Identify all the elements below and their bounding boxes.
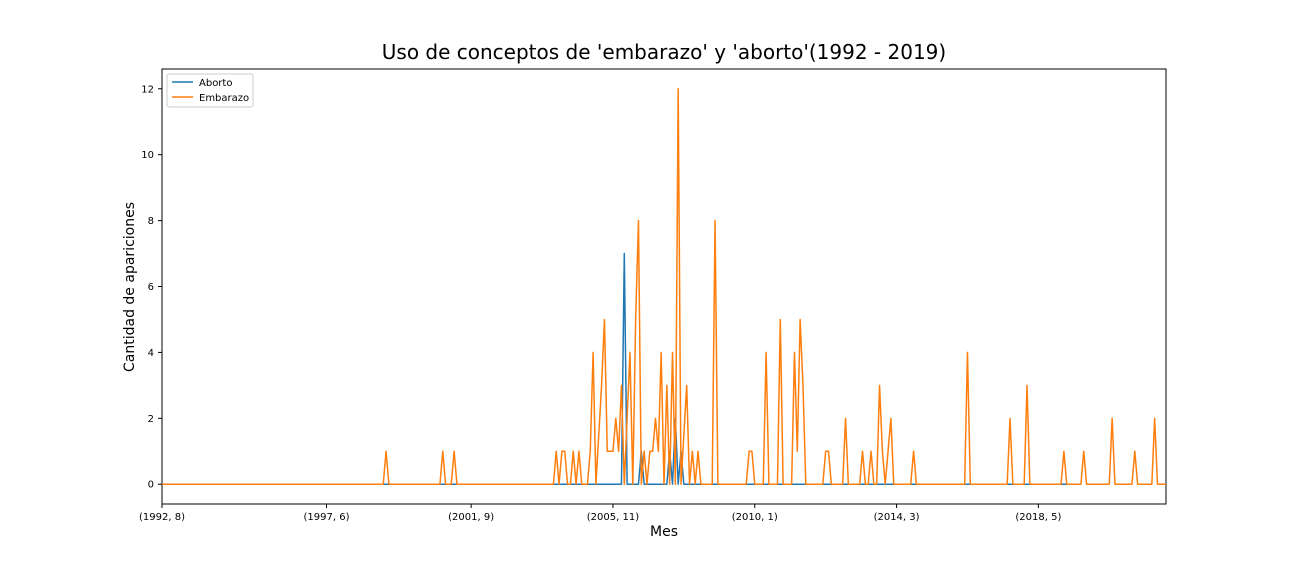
series-line-aborto xyxy=(162,252,1081,485)
y-tick-label: 6 xyxy=(148,282,154,293)
y-axis-label: Cantidad de apariciones xyxy=(122,202,138,372)
series-group xyxy=(162,88,1166,485)
y-tick-label: 8 xyxy=(148,216,154,227)
y-tick-label: 4 xyxy=(148,348,154,359)
x-tick-label: (2018, 5) xyxy=(1015,512,1061,523)
x-tick-label: (2005, 11) xyxy=(587,512,639,523)
x-tick-label: (2010, 1) xyxy=(732,512,778,523)
x-tick-label: (1997, 6) xyxy=(304,512,350,523)
x-axis-label: Mes xyxy=(650,524,678,540)
x-tick-label: (1992, 8) xyxy=(139,512,185,523)
chart-title: Uso de conceptos de 'embarazo' y 'aborto… xyxy=(382,40,946,64)
y-tick-label: 0 xyxy=(148,480,154,491)
legend-label-embarazo: Embarazo xyxy=(199,93,249,104)
x-axis: (1992, 8) (1997, 6) (2001, 9) (2005, 11) (20… xyxy=(139,504,1061,523)
x-tick-label: (2014, 3) xyxy=(874,512,920,523)
series-line-embarazo xyxy=(162,88,1166,485)
y-tick-label: 10 xyxy=(141,150,154,161)
y-axis: 0 2 4 6 8 10 12 xyxy=(141,84,162,491)
plot-frame xyxy=(161,68,1167,505)
plot-area xyxy=(161,68,1167,505)
legend: Aborto Embarazo xyxy=(166,73,254,108)
y-tick-label: 2 xyxy=(148,414,154,425)
legend-label-aborto: Aborto xyxy=(199,78,232,89)
y-tick-label: 12 xyxy=(141,84,154,95)
x-tick-label: (2001, 9) xyxy=(448,512,494,523)
